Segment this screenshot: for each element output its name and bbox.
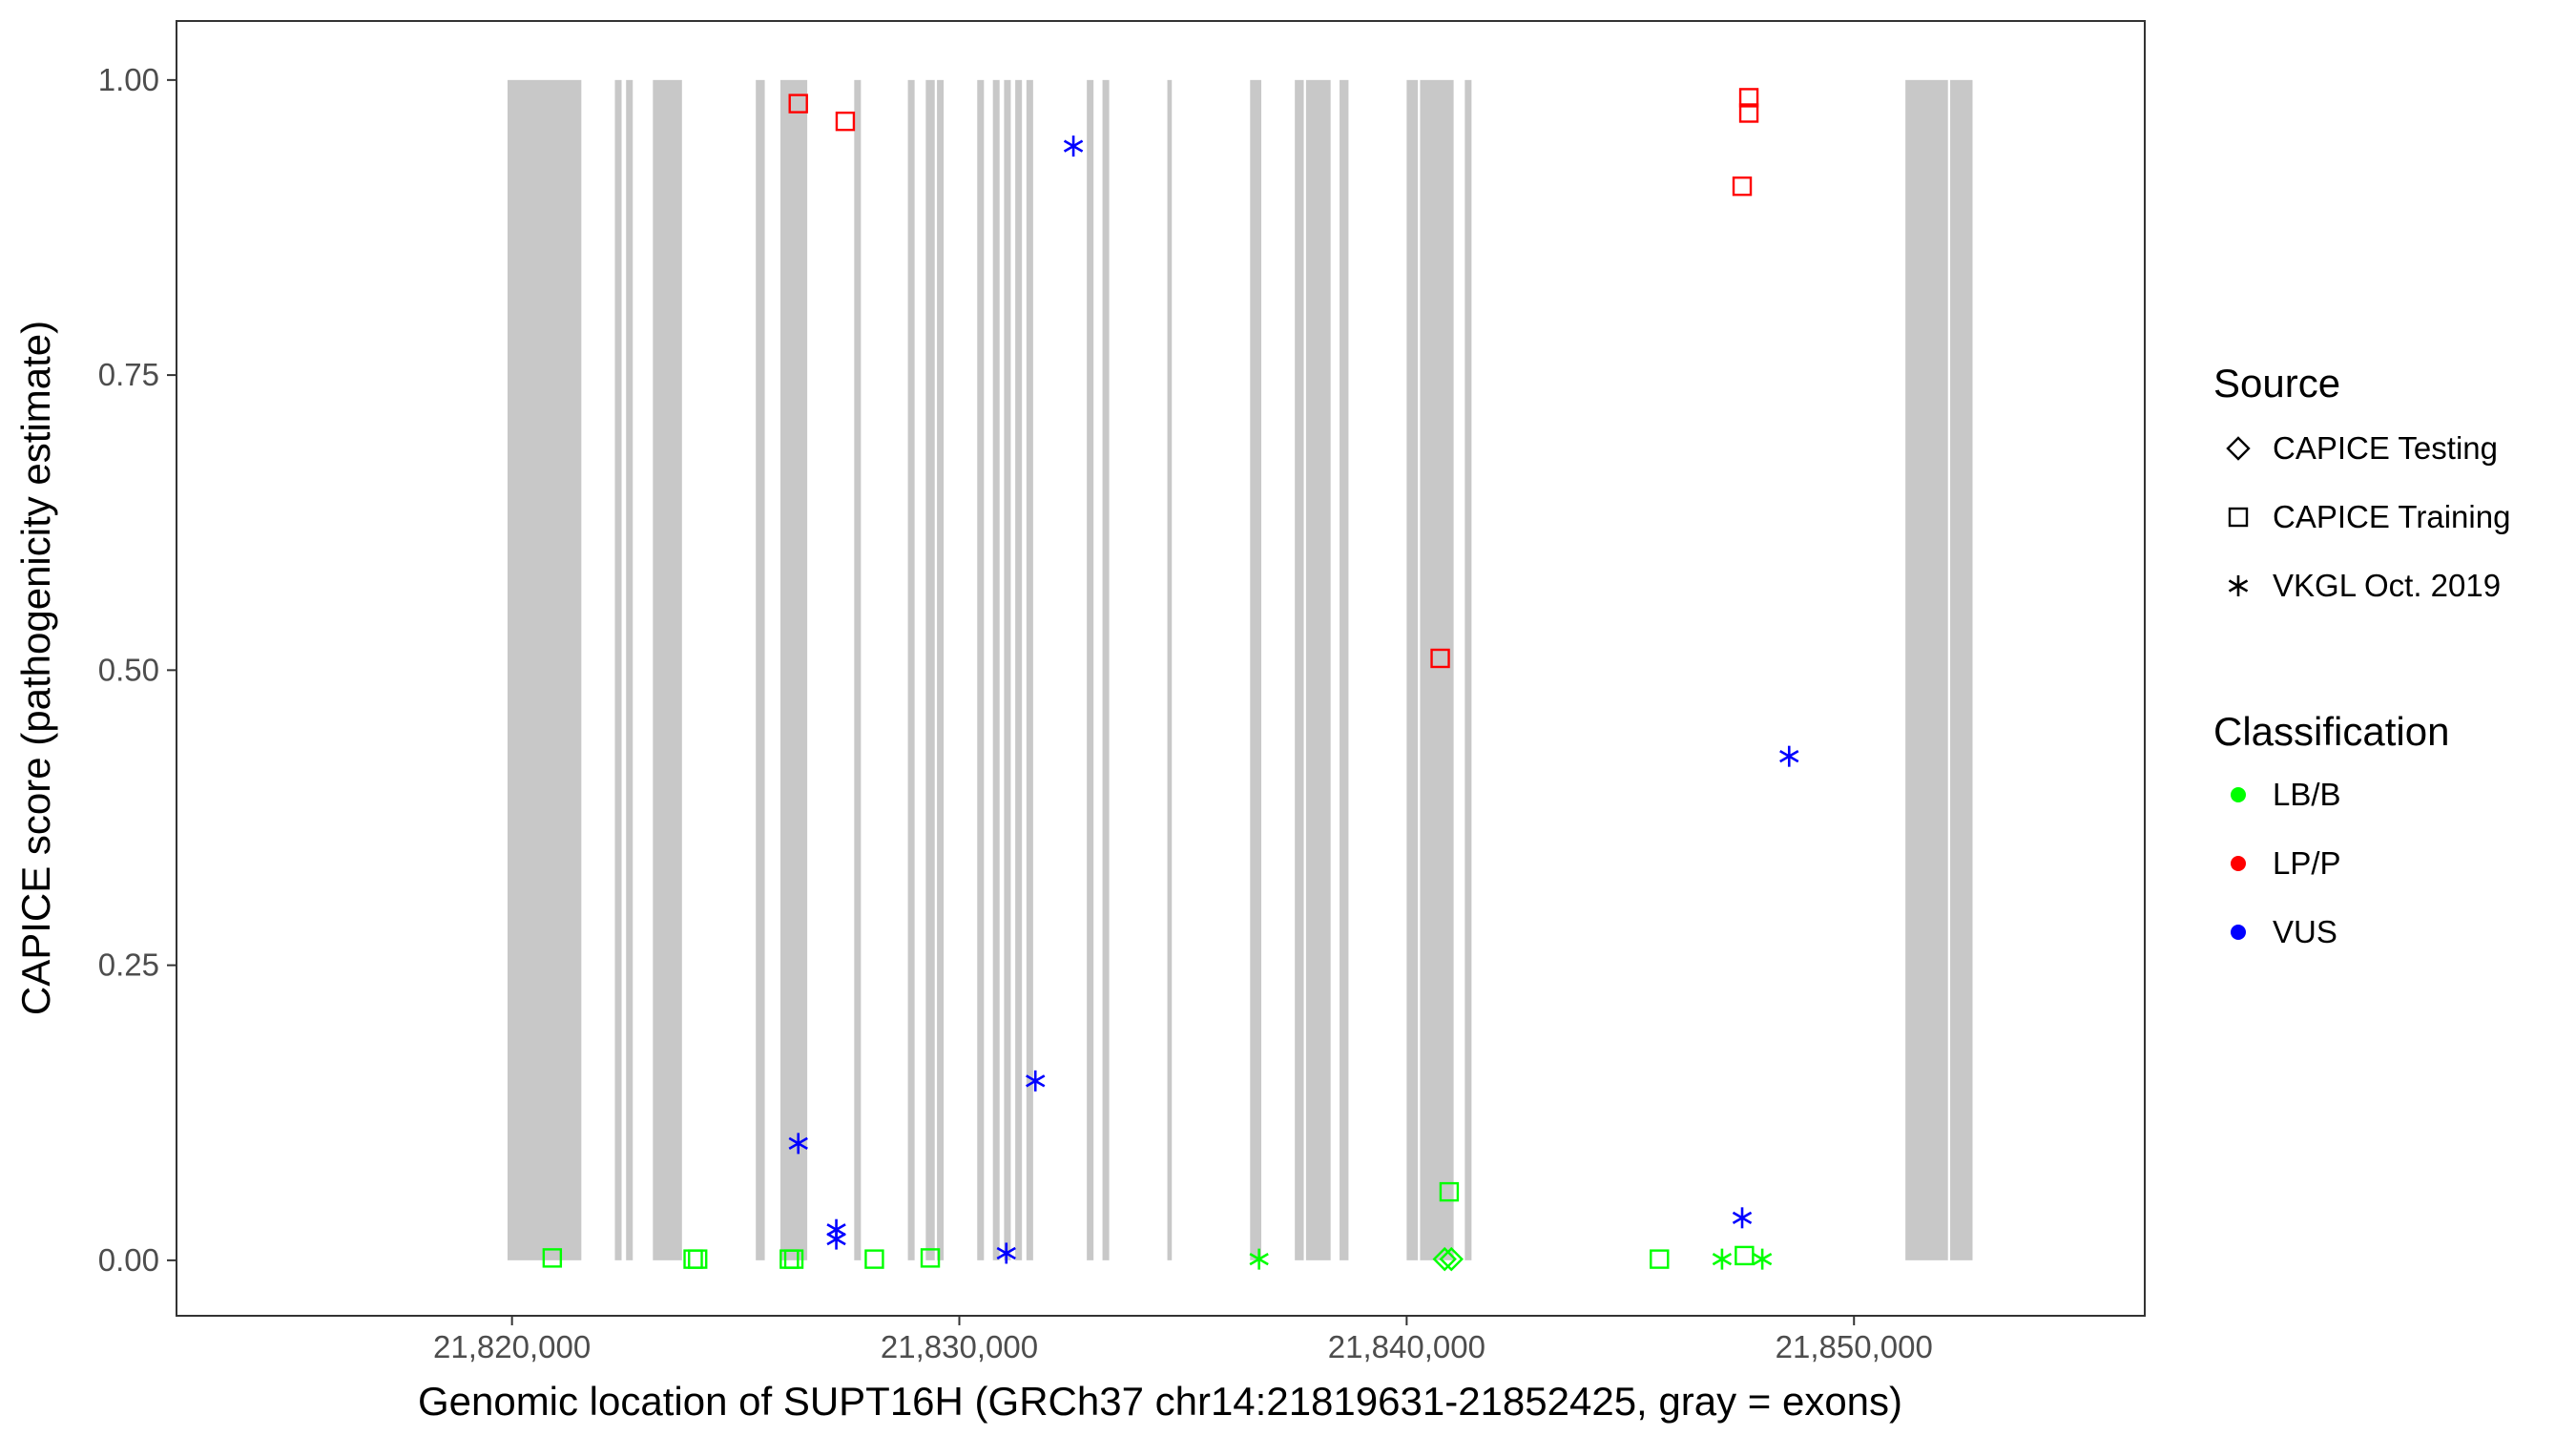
- y-axis-title: CAPICE score (pathogenicity estimate): [13, 321, 58, 1015]
- x-axis-title: Genomic location of SUPT16H (GRCh37 chr1…: [418, 1379, 1902, 1424]
- exon-band: [1087, 79, 1094, 1260]
- data-point: [1712, 1248, 1733, 1270]
- data-point: [1650, 1249, 1670, 1269]
- exon-band: [854, 79, 862, 1260]
- exon-band: [653, 79, 682, 1260]
- legend-class-label: LP/P: [2273, 845, 2341, 881]
- x-tick-label: 21,850,000: [1776, 1329, 1933, 1364]
- exon-band: [1420, 79, 1454, 1260]
- x-tick-label: 21,830,000: [881, 1329, 1038, 1364]
- legend-source-key: [2228, 507, 2249, 528]
- exon-band: [507, 79, 582, 1260]
- exon-layer: [507, 79, 1973, 1260]
- exon-band: [1102, 79, 1110, 1260]
- exon-band: [937, 79, 945, 1260]
- data-point: [1432, 1246, 1457, 1272]
- exon-band: [779, 79, 808, 1260]
- data-point: [1249, 1248, 1269, 1270]
- y-tick-label: 0.75: [98, 357, 159, 392]
- legend-source-items: CAPICE Testing CAPICE Training VKGL Oct. 2…: [2226, 430, 2510, 603]
- exon-band: [756, 79, 765, 1260]
- y-axis: 0.00 0.25 0.50 0.75 1.00: [98, 62, 177, 1278]
- legend-class-label: LB/B: [2273, 777, 2341, 812]
- y-tick-label: 0.25: [98, 947, 159, 983]
- exon-band: [1015, 79, 1023, 1260]
- exon-band: [1250, 79, 1261, 1260]
- data-point: [1026, 1070, 1046, 1092]
- data-point: [683, 1249, 703, 1269]
- data-point: [1063, 135, 1084, 157]
- y-tick-label: 0.00: [98, 1242, 159, 1278]
- exon-band: [925, 79, 935, 1260]
- data-point: [1738, 88, 1759, 108]
- legend-source-key: [2228, 575, 2249, 596]
- legend-class-key: [2231, 925, 2246, 940]
- exon-band: [1406, 79, 1419, 1260]
- data-point: [788, 94, 808, 114]
- y-tick-label: 0.50: [98, 652, 159, 687]
- exon-band: [1465, 79, 1472, 1260]
- data-point: [864, 1249, 884, 1269]
- exon-band: [907, 79, 915, 1260]
- exon-band: [1026, 79, 1033, 1260]
- exon-band: [614, 79, 622, 1260]
- exon-band: [992, 79, 1000, 1260]
- y-tick-label: 1.00: [98, 62, 159, 97]
- exon-band: [626, 79, 634, 1260]
- data-point: [1779, 745, 1799, 767]
- data-point: [1735, 1245, 1755, 1266]
- plot-panel-border: [176, 20, 2146, 1317]
- points-layer: [542, 88, 1799, 1272]
- legend-source-label: VKGL Oct. 2019: [2273, 568, 2501, 603]
- data-point: [920, 1248, 941, 1268]
- x-tick-label: 21,820,000: [433, 1329, 591, 1364]
- data-point: [542, 1248, 563, 1268]
- data-point: [1732, 1207, 1753, 1229]
- exon-band: [1305, 79, 1331, 1260]
- exon-band: [1004, 79, 1011, 1260]
- legend-class-key: [2231, 856, 2246, 871]
- legend-class-key: [2231, 787, 2246, 802]
- legend-source-label: CAPICE Training: [2273, 499, 2510, 534]
- legend-source-key: [2226, 436, 2251, 461]
- legend-source-label: CAPICE Testing: [2273, 430, 2498, 466]
- data-point: [688, 1249, 708, 1269]
- exon-band: [1295, 79, 1304, 1260]
- x-axis: 21,820,000 21,830,000 21,840,000 21,850,000: [433, 1316, 1933, 1364]
- data-point: [826, 1228, 846, 1250]
- data-point: [1752, 1248, 1773, 1270]
- x-tick-label: 21,840,000: [1328, 1329, 1485, 1364]
- exon-band: [977, 79, 985, 1260]
- data-point: [996, 1242, 1016, 1264]
- legend-classification-title: Classification: [2213, 709, 2449, 754]
- data-point: [1430, 648, 1450, 669]
- exon-band: [1905, 79, 1948, 1260]
- legend-source-title: Source: [2213, 361, 2340, 406]
- data-point: [1439, 1181, 1460, 1202]
- legend-class-items: LB/B LP/P VUS: [2231, 777, 2341, 949]
- legend-class-label: VUS: [2273, 914, 2337, 949]
- exon-band: [1340, 79, 1349, 1260]
- data-point: [1738, 103, 1759, 123]
- data-point: [1732, 176, 1753, 197]
- data-point: [835, 111, 856, 132]
- data-point: [1439, 1246, 1464, 1272]
- data-point: [783, 1249, 804, 1269]
- data-point: [788, 1133, 808, 1155]
- exon-band: [1950, 79, 1973, 1260]
- exon-band: [1167, 79, 1173, 1260]
- legend: Source CAPICE Testing CAPICE Training VKGL…: [2213, 361, 2510, 949]
